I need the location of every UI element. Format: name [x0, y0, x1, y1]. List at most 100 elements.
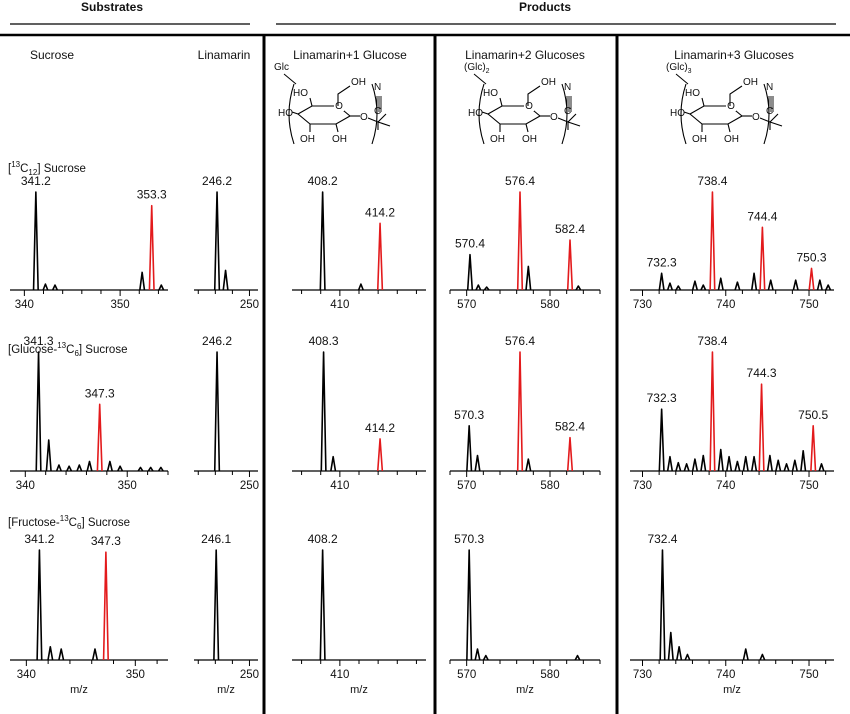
peak [700, 454, 707, 472]
peak-label: 738.4 [697, 174, 727, 188]
x-axis-label: m/z [70, 684, 88, 696]
structure-ho-left: HO [278, 108, 293, 119]
peak [676, 646, 683, 661]
peak [734, 460, 741, 472]
structure-glycosidic-oxygen: O [360, 112, 368, 123]
spectrum-panel: 250 246.1 m/z [194, 532, 259, 696]
linamarin-glucose-structure-2: O OH HO HO OH OH O N C (Glc)2 [464, 62, 581, 145]
labeled-peak [566, 239, 574, 291]
peak-label: 408.2 [308, 532, 338, 546]
products-header: Products [519, 0, 571, 14]
labeled-peak [96, 403, 103, 472]
tick-label: 570 [457, 299, 476, 311]
tick-label: 580 [540, 299, 559, 311]
spectrum-panel: 410 408.3 414.2 [292, 334, 426, 492]
linamarin-glucose-structure-1: O OH HO HO OH OH O N C Glc [274, 62, 391, 145]
x-axis-label: m/z [723, 684, 741, 696]
peak [42, 283, 49, 291]
structure-oh-bottom-right: OH [332, 134, 347, 145]
spectrum-panel: 340 350 341.2 347.3 m/z [10, 532, 168, 696]
x-axis-label: m/z [217, 684, 235, 696]
structure-oh-bottom-left: OH [490, 134, 505, 145]
peak-label: 570.4 [455, 237, 485, 251]
peak-label: 408.2 [308, 174, 338, 188]
peak [157, 466, 164, 472]
peak [792, 279, 799, 291]
peak [675, 285, 682, 291]
tick-label: 410 [330, 299, 349, 311]
peak [666, 282, 674, 291]
labeled-peak [376, 438, 384, 472]
row-label-glucose-13c6-sucrose: [Glucose-13C6] Sucrose [8, 341, 127, 358]
structure-nitrile-c: C [766, 106, 773, 117]
tick-label: 340 [17, 669, 36, 681]
peak [213, 351, 221, 472]
tick-label: 350 [126, 669, 145, 681]
peak-label: 347.3 [91, 534, 121, 548]
peak [759, 653, 766, 661]
labeled-peak [148, 204, 155, 291]
structure-oh-bottom-left: OH [692, 134, 707, 145]
peak [683, 463, 690, 472]
peak-label: 341.2 [21, 174, 51, 188]
peak [742, 648, 749, 661]
peak [783, 463, 790, 472]
labeled-peak [566, 436, 574, 472]
peak-label: 246.2 [202, 334, 232, 348]
peak [525, 458, 532, 472]
labeled-peak [810, 424, 817, 472]
structure-glc-label: (Glc)3 [666, 62, 692, 75]
peak-label: 576.4 [505, 334, 535, 348]
peak [357, 283, 364, 291]
peak [750, 272, 758, 291]
tick-label: 350 [118, 480, 137, 492]
peak [137, 466, 144, 472]
peak [319, 549, 326, 661]
peak-label: 353.3 [137, 188, 167, 202]
structure-glc-label: Glc [274, 62, 289, 73]
tick-label: 250 [240, 669, 259, 681]
peak-label: 738.4 [697, 334, 727, 348]
tick-label: 730 [633, 480, 652, 492]
structure-glc-bond [675, 73, 689, 85]
tick-label: 570 [457, 480, 476, 492]
peak [139, 271, 146, 291]
peak [158, 284, 165, 291]
tick-label: 740 [716, 669, 735, 681]
tick-label: 580 [540, 480, 559, 492]
structure-oh-bottom-right: OH [724, 134, 739, 145]
peak [106, 460, 113, 472]
peak [574, 654, 581, 661]
peak-label: 732.3 [647, 391, 677, 405]
peak [330, 455, 337, 472]
labeled-peak [376, 222, 384, 291]
peak-label: 576.4 [505, 174, 535, 188]
peak [750, 455, 758, 472]
peak [475, 284, 482, 291]
tick-label: 250 [240, 299, 259, 311]
peak [734, 281, 741, 291]
peak [320, 351, 327, 472]
labeled-peak [808, 267, 815, 291]
peak [700, 284, 707, 291]
spectrum-panel: 730 740 750 732.3 738.4 744.3 750.5 [630, 334, 834, 492]
peak [825, 284, 832, 291]
tick-label: 730 [633, 299, 652, 311]
peak-label: 744.4 [747, 209, 777, 223]
peak [58, 648, 65, 661]
peak [725, 455, 733, 472]
peak [666, 455, 674, 472]
column-title-linamarin-2-glucoses: Linamarin+2 Glucoses [465, 48, 585, 62]
peak [36, 549, 43, 661]
x-axis-label: m/z [350, 684, 368, 696]
peak [45, 439, 52, 472]
peak [717, 448, 724, 472]
peak [658, 272, 665, 291]
peak-label: 732.4 [647, 532, 677, 546]
structure-oh-top: OH [743, 77, 758, 88]
structure-glycosidic-oxygen: O [752, 112, 760, 123]
structure-paren-left [288, 83, 295, 145]
row-label-13c12-sucrose: [13C12] Sucrose [8, 160, 86, 177]
column-title-linamarin-1-glucose: Linamarin+1 Glucose [293, 48, 407, 62]
